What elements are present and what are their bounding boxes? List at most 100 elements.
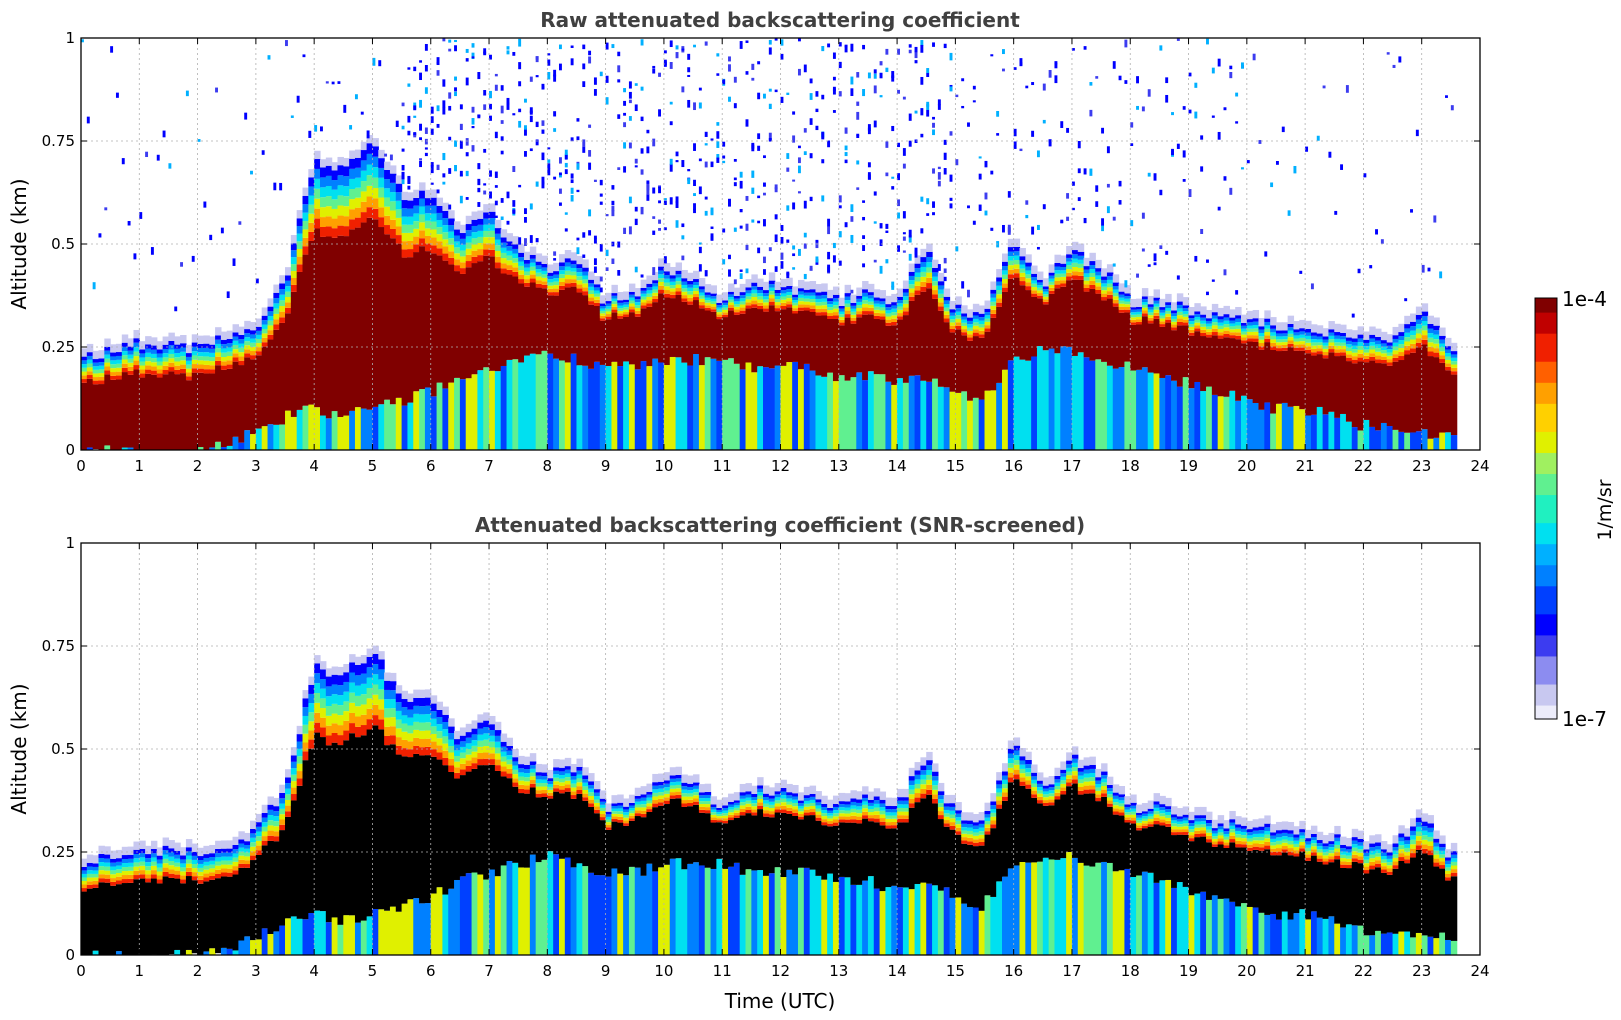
heatmap-cell [314,683,321,694]
heatmap-cell [588,806,595,873]
heatmap-cell [558,785,566,790]
noise-cell [669,163,673,172]
heatmap-cell [588,283,595,287]
heatmap-cell [349,733,356,916]
heatmap-cell [739,295,747,299]
heatmap-cell [395,702,403,711]
noise-cell [617,241,621,248]
heatmap-cell [220,344,228,349]
heatmap-cell [1083,273,1091,278]
heatmap-cell [226,368,234,446]
heatmap-cell [1427,328,1434,334]
heatmap-cell [127,858,135,863]
noise-cell [990,227,994,231]
heatmap-cell [902,292,910,297]
heatmap-cell [990,309,997,314]
heatmap-cell [1136,311,1143,315]
heatmap-cell [529,854,537,955]
heatmap-cell [1380,343,1388,347]
noise-cell [1200,228,1204,234]
heatmap-cell [203,369,210,374]
heatmap-cell [220,947,228,955]
heatmap-cell [663,290,671,294]
noise-cell [1147,89,1151,97]
x-tick-label: 8 [543,457,553,475]
heatmap-column [407,67,414,450]
noise-cell [489,103,492,110]
heatmap-column [920,40,927,450]
heatmap-cell [681,284,688,289]
heatmap-cell [419,689,426,698]
heatmap-cell [81,348,88,357]
heatmap-cell [535,272,543,277]
heatmap-cell [1421,320,1429,326]
noise-cell [558,44,562,50]
heatmap-cell [121,363,129,368]
heatmap-cell [984,325,991,329]
heatmap-cell [518,784,525,789]
heatmap-cell [471,374,478,450]
heatmap-cell [261,831,269,837]
heatmap-cell [226,343,234,348]
noise-cell [669,62,673,69]
heatmap-cell [279,275,286,284]
heatmap-column [477,72,484,450]
heatmap-cell [209,356,216,362]
heatmap-column [314,125,321,450]
noise-cell [774,38,778,41]
heatmap-cell [454,744,461,751]
heatmap-cell [937,298,945,303]
heatmap-cell [180,373,187,450]
heatmap-cell [1246,335,1254,339]
heatmap-cell [1194,317,1201,320]
heatmap-cell [349,702,356,713]
heatmap-column [1299,270,1306,450]
heatmap-cell [413,252,420,392]
heatmap-cell [1404,328,1411,333]
heatmap-column [535,56,543,450]
noise-cell [652,230,656,235]
heatmap-cell [121,875,129,880]
heatmap-cell [809,785,817,794]
heatmap-cell [465,723,473,733]
heatmap-cell [646,290,653,294]
heatmap-cell [768,798,776,802]
noise-cell [477,163,481,170]
heatmap-cell [442,729,449,737]
heatmap-cell [145,862,152,867]
heatmap-cell [844,307,852,311]
heatmap-cell [663,780,671,784]
heatmap-cell [1310,339,1318,343]
heatmap-cell [1136,298,1143,307]
noise-cell [902,236,906,241]
heatmap-cell [681,786,688,790]
heatmap-cell [698,292,706,296]
heatmap-cell [354,157,362,168]
heatmap-cell [553,278,560,282]
heatmap-cell [1171,302,1178,311]
heatmap-cell [238,855,245,860]
noise-cell [576,163,580,170]
heatmap-cell [349,219,356,230]
heatmap-cell [296,763,304,772]
heatmap-cell [745,800,752,804]
x-tick-label: 6 [426,457,436,475]
noise-cell [996,110,1000,117]
heatmap-column [115,92,123,450]
heatmap-cell [215,343,222,349]
heatmap-cell [1013,268,1021,274]
noise-cell [413,66,417,72]
heatmap-cell [774,302,782,306]
heatmap-cell [1095,293,1102,360]
heatmap-cell [372,653,379,665]
heatmap-column [191,255,199,450]
noise-cell [1305,146,1309,152]
heatmap-cell [646,366,653,450]
noise-cell [937,172,941,180]
heatmap-cell [494,233,502,240]
noise-cell [553,74,557,82]
heatmap-cell [926,257,933,263]
noise-cell [891,285,895,290]
heatmap-cell [1392,335,1399,339]
noise-cell [436,123,440,128]
